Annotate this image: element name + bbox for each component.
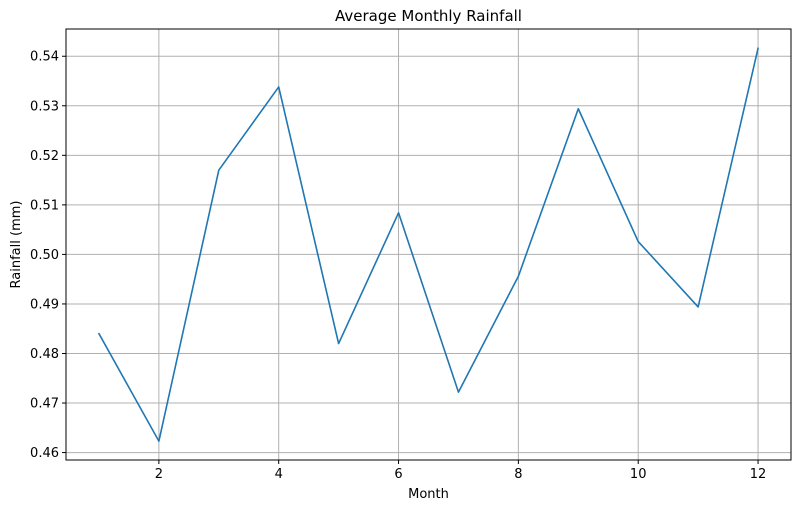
tick-layer: 2 4 6 8 10 12 0.46 0.47 0.48 0.49 0.50 0.51 0.52 0.53… bbox=[30, 50, 766, 482]
y-tick-label: 0.53 bbox=[30, 99, 59, 114]
y-tick-label: 0.46 bbox=[30, 446, 59, 461]
x-tick-label: 12 bbox=[750, 467, 767, 482]
chart-title: Average Monthly Rainfall bbox=[335, 7, 522, 25]
series-line bbox=[97, 47, 760, 442]
x-tick-label: 4 bbox=[275, 467, 283, 482]
y-tick-label: 0.54 bbox=[30, 50, 59, 65]
x-tick-label: 10 bbox=[630, 467, 647, 482]
y-tick-label: 0.48 bbox=[30, 347, 59, 362]
y-tick-label: 0.47 bbox=[30, 397, 59, 412]
y-tick-label: 0.49 bbox=[30, 297, 59, 312]
x-tick-label: 2 bbox=[155, 467, 163, 482]
plot-frame bbox=[65, 28, 792, 461]
y-tick-label: 0.51 bbox=[30, 198, 59, 213]
x-tick-label: 8 bbox=[514, 467, 522, 482]
x-tick-label: 6 bbox=[394, 467, 402, 482]
y-tick-label: 0.50 bbox=[30, 248, 59, 263]
x-axis-label: Month bbox=[408, 487, 449, 502]
series-layer bbox=[97, 47, 760, 442]
y-tick-label: 0.52 bbox=[30, 149, 59, 164]
y-axis-label: Rainfall (mm) bbox=[9, 201, 24, 289]
